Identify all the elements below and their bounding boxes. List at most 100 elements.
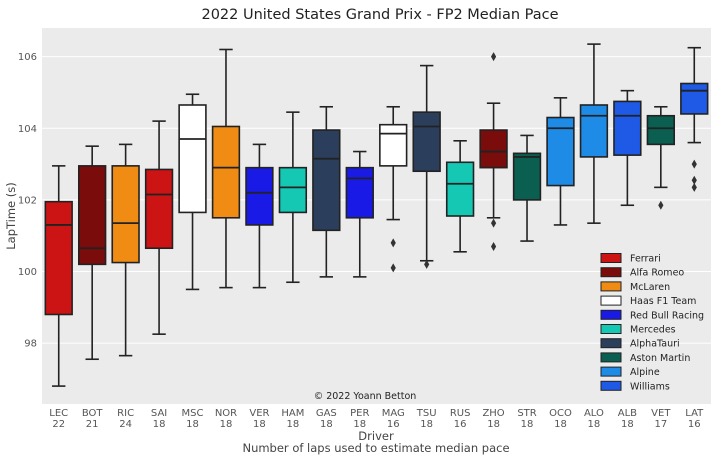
x-tick-laps: 18 bbox=[320, 419, 333, 430]
x-tick-laps: 17 bbox=[654, 419, 667, 430]
legend-label: Aston Martin bbox=[630, 353, 690, 364]
legend-label: Williams bbox=[630, 381, 670, 392]
legend-swatch bbox=[600, 366, 622, 377]
outlier-point bbox=[658, 200, 664, 210]
x-axis-ticks: LEC22BOT21RIC24SAI18MSC18NOR18VER18HAM18… bbox=[49, 408, 704, 430]
box-gas bbox=[312, 105, 341, 278]
x-tick-driver: MSC bbox=[182, 408, 204, 419]
legend: Ferrari Alfa Romeo McLaren Haas F1 Team Red … bbox=[600, 253, 704, 392]
legend-swatch bbox=[600, 309, 622, 320]
legend-item: Aston Martin bbox=[600, 352, 690, 364]
legend-label: Alfa Romeo bbox=[630, 268, 684, 279]
iqr-box bbox=[345, 166, 374, 219]
x-tick-driver: RUS bbox=[450, 408, 471, 419]
iqr-box bbox=[312, 129, 341, 232]
x-tick-driver: STR bbox=[517, 408, 536, 419]
x-tick-laps: 18 bbox=[487, 419, 500, 430]
legend-item: Mercedes bbox=[600, 324, 676, 336]
box-plots bbox=[44, 43, 709, 387]
box-zho bbox=[479, 52, 508, 251]
x-tick-driver: PER bbox=[350, 408, 369, 419]
x-tick-laps: 16 bbox=[387, 419, 400, 430]
legend-swatch bbox=[600, 295, 622, 306]
x-tick-laps: 18 bbox=[153, 419, 166, 430]
legend-item: McLaren bbox=[600, 281, 670, 293]
y-tick-label: 106 bbox=[18, 52, 37, 63]
x-tick-laps: 18 bbox=[253, 419, 266, 430]
x-tick-laps: 18 bbox=[420, 419, 433, 430]
x-tick-driver: TSU bbox=[416, 408, 437, 419]
x-tick-driver: SAI bbox=[151, 408, 167, 419]
box-str bbox=[512, 134, 542, 242]
x-tick-laps: 18 bbox=[186, 419, 199, 430]
box-nor bbox=[211, 48, 241, 289]
outlier-point bbox=[691, 182, 697, 192]
outlier-point bbox=[390, 238, 396, 248]
x-tick-driver: ALO bbox=[584, 408, 604, 419]
outlier-point bbox=[490, 52, 497, 62]
box-oco bbox=[546, 97, 575, 226]
iqr-box bbox=[144, 168, 174, 250]
box-alo bbox=[579, 43, 609, 224]
legend-item: Haas F1 Team bbox=[600, 295, 696, 307]
box-lat bbox=[680, 46, 709, 192]
legend-item: Red Bull Racing bbox=[600, 309, 704, 321]
x-tick-laps: 22 bbox=[52, 419, 65, 430]
x-tick-laps: 18 bbox=[554, 419, 567, 430]
outlier-point bbox=[691, 175, 697, 185]
x-tick-laps: 16 bbox=[688, 419, 701, 430]
legend-swatch bbox=[600, 352, 622, 363]
x-tick-driver: GAS bbox=[316, 408, 337, 419]
iqr-box bbox=[613, 100, 642, 156]
iqr-box bbox=[379, 123, 408, 167]
legend-swatch bbox=[600, 253, 622, 263]
legend-label: Alpine bbox=[630, 367, 660, 378]
box-vet bbox=[646, 105, 676, 210]
y-axis-ticks: 98 100 102 104 106 bbox=[18, 52, 37, 349]
x-tick-driver: NOR bbox=[215, 408, 237, 419]
outlier-point bbox=[490, 241, 497, 251]
x-tick-driver: VER bbox=[249, 408, 269, 419]
x-tick-driver: RIC bbox=[117, 408, 134, 419]
box-sai bbox=[144, 120, 174, 335]
x-tick-driver: MAG bbox=[382, 408, 405, 419]
legend-swatch bbox=[600, 380, 622, 391]
chart-title: 2022 United States Grand Prix - FP2 Medi… bbox=[201, 7, 558, 23]
y-tick-label: 98 bbox=[24, 339, 37, 350]
outlier-point bbox=[490, 218, 497, 228]
legend-label: Haas F1 Team bbox=[630, 296, 696, 307]
copyright-annotation: © 2022 Yoann Betton bbox=[314, 391, 417, 402]
iqr-box bbox=[412, 111, 441, 173]
box-msc bbox=[178, 93, 207, 291]
legend-swatch bbox=[600, 338, 622, 349]
iqr-box bbox=[178, 104, 207, 214]
iqr-box bbox=[44, 200, 73, 316]
legend-item: Williams bbox=[600, 380, 670, 392]
legend-label: AlphaTauri bbox=[630, 339, 680, 350]
y-tick-label: 102 bbox=[18, 195, 37, 206]
x-tick-driver: ZHO bbox=[482, 408, 504, 419]
legend-label: McLaren bbox=[630, 282, 670, 293]
y-tick-label: 100 bbox=[18, 267, 37, 278]
box-alb bbox=[613, 89, 642, 207]
legend-swatch bbox=[600, 281, 622, 292]
box-ver bbox=[245, 143, 274, 289]
y-axis-title: LapTime (s) bbox=[4, 182, 18, 250]
x-tick-laps: 16 bbox=[454, 419, 467, 430]
legend-item: Ferrari bbox=[600, 253, 661, 265]
outlier-point bbox=[424, 259, 430, 269]
box-ham bbox=[278, 111, 308, 284]
x-tick-driver: LEC bbox=[49, 408, 68, 419]
x-tick-laps: 18 bbox=[588, 419, 601, 430]
box-lec bbox=[44, 165, 73, 387]
legend-item: Alpine bbox=[600, 366, 660, 378]
box-rus bbox=[445, 140, 475, 253]
outlier-point bbox=[390, 263, 396, 273]
x-tick-laps: 24 bbox=[119, 419, 132, 430]
x-tick-laps: 18 bbox=[220, 419, 233, 430]
x-tick-driver: LAT bbox=[685, 408, 704, 419]
legend-label: Mercedes bbox=[630, 325, 676, 336]
box-mag bbox=[379, 105, 408, 273]
x-tick-laps: 18 bbox=[353, 419, 366, 430]
